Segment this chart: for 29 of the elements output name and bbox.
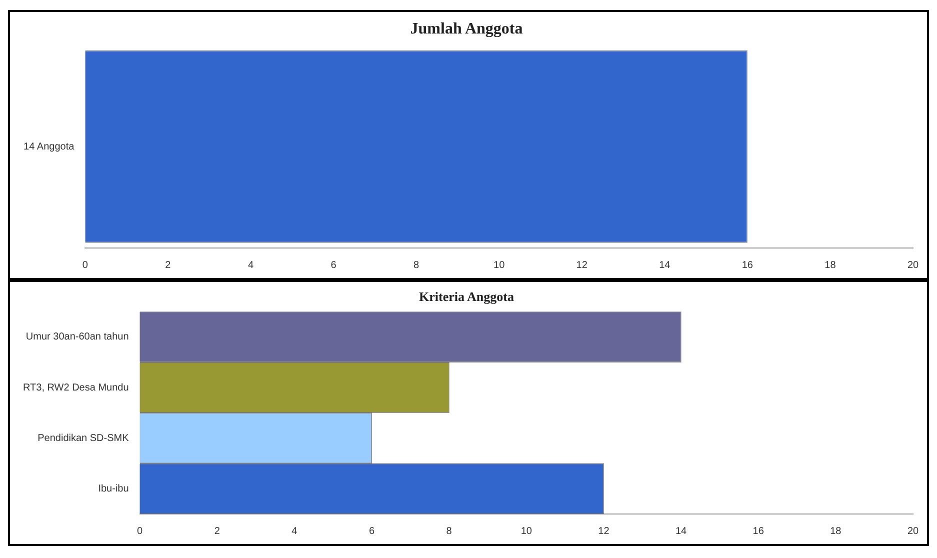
x-tick-label: 18 [830,526,842,537]
chart-title: Jumlah Anggota [410,20,523,38]
x-tick-label: 12 [576,260,588,271]
y-tick-label: 14 Anggota [24,141,75,152]
x-tick-label: 20 [907,526,919,537]
x-tick-label: 20 [907,260,919,271]
x-tick-label: 0 [82,260,88,271]
x-tick-label: 4 [248,260,254,271]
y-tick-label: RT3, RW2 Desa Mundu [22,382,129,394]
x-tick-label: 2 [165,260,172,271]
x-tick-label: 6 [330,260,337,271]
x-tick-label: 16 [752,526,764,537]
chart-title: Kriteria Anggota [419,289,514,304]
x-tick-label: 14 [675,526,688,537]
x-tick-label: 16 [742,260,754,271]
x-tick-label: 4 [292,526,298,537]
x-tick-label: 12 [598,526,610,537]
x-tick-label: 2 [214,526,220,537]
y-tick-label: Pendidikan SD-SMK [38,432,130,444]
x-tick-label: 0 [137,526,144,537]
x-tick-label: 14 [659,260,671,271]
x-tick-label: 10 [520,526,532,537]
x-tick-label: 6 [368,526,375,537]
y-tick-label: Ibu-ibu [98,483,129,494]
y-tick-label: Umur 30an-60an tahun [26,332,129,343]
x-tick-label: 8 [414,260,420,271]
x-tick-label: 10 [494,260,506,271]
x-tick-label: 18 [824,260,836,271]
x-tick-label: 8 [446,526,452,537]
